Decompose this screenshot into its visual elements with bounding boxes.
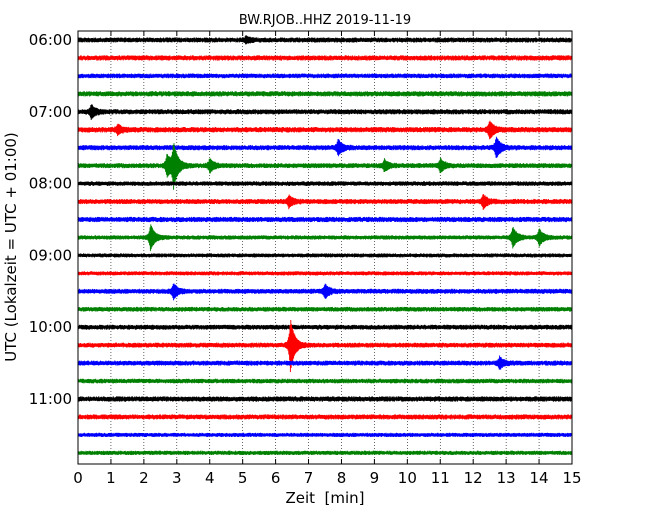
x-tick-label: 7	[304, 469, 314, 487]
x-tick-label: 2	[139, 469, 149, 487]
chart-title: BW.RJOB..HHZ 2019-11-19	[239, 13, 411, 28]
y-tick-label: 11:00	[29, 390, 72, 408]
trace-line	[77, 396, 573, 402]
trace-line	[77, 324, 573, 330]
x-axis-label: Zeit [min]	[285, 489, 364, 507]
trace-line	[77, 181, 573, 186]
plot-area	[78, 31, 572, 464]
plot-frame	[77, 30, 573, 465]
x-tick-label: 14	[530, 469, 549, 487]
trace-line	[77, 432, 573, 438]
trace-line	[77, 73, 573, 79]
seismic-traces	[77, 34, 573, 456]
x-tick-label: 3	[172, 469, 182, 487]
trace-line	[77, 216, 573, 223]
x-tick-label: 13	[497, 469, 516, 487]
x-tick-label: 5	[238, 469, 248, 487]
trace-line	[77, 319, 573, 373]
trace-line	[77, 271, 573, 276]
trace-line	[77, 355, 573, 370]
trace-line	[77, 306, 573, 312]
x-tick-label: 6	[271, 469, 281, 487]
x-tick-label: 1	[106, 469, 116, 487]
trace-line	[77, 253, 573, 258]
trace-line	[77, 450, 573, 456]
y-tick-label: 07:00	[29, 103, 72, 121]
x-tick-label: 15	[562, 469, 581, 487]
y-tick-label: 10:00	[29, 318, 72, 336]
trace-line	[77, 414, 573, 420]
x-tick-label: 0	[73, 469, 83, 487]
x-tick-label: 9	[370, 469, 380, 487]
x-axis-ticks: 0 1 2 3 4 5 6 7 8 9 10 11 12 13 14 15	[73, 31, 582, 487]
trace-line	[77, 104, 573, 120]
trace-line	[77, 143, 573, 190]
trace-line	[77, 55, 573, 61]
y-axis-ticks: 06:00 07:00 08:00 09:00 10:00 11:00	[29, 31, 572, 408]
y-tick-label: 08:00	[29, 175, 72, 193]
grid-lines	[110, 31, 540, 464]
trace-line	[77, 120, 573, 140]
x-tick-label: 11	[431, 469, 450, 487]
trace-line	[77, 91, 573, 97]
trace-line	[77, 378, 573, 384]
trace-line	[77, 194, 573, 210]
trace-line	[77, 136, 573, 158]
trace-line	[77, 224, 573, 252]
x-tick-label: 10	[398, 469, 417, 487]
trace-line	[77, 283, 573, 301]
y-axis-label: UTC (Lokalzeit = UTC + 01:00)	[2, 132, 20, 362]
trace-line	[77, 34, 573, 45]
x-tick-label: 4	[205, 469, 215, 487]
y-tick-label: 06:00	[29, 31, 72, 49]
y-tick-label: 09:00	[29, 246, 72, 264]
x-tick-label: 8	[337, 469, 347, 487]
x-tick-label: 12	[464, 469, 483, 487]
